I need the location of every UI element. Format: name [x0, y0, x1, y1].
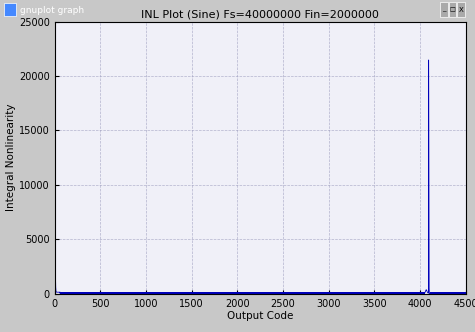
Bar [457, 2, 465, 17]
Y-axis label: Integral Nonlinearity: Integral Nonlinearity [6, 104, 16, 211]
Text: gnuplot graph: gnuplot graph [20, 6, 84, 15]
Bar [4, 3, 16, 16]
Text: _: _ [442, 6, 446, 12]
Bar [440, 2, 448, 17]
Text: □: □ [450, 8, 456, 13]
Text: X: X [459, 7, 464, 13]
Title: INL Plot (Sine) Fs=40000000 Fin=2000000: INL Plot (Sine) Fs=40000000 Fin=2000000 [141, 9, 379, 19]
Bar [449, 2, 456, 17]
X-axis label: Output Code: Output Code [227, 311, 293, 321]
